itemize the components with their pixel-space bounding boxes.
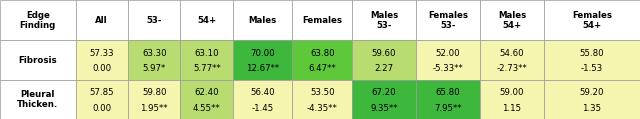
Text: 52.00: 52.00 [436,49,460,57]
Text: Males: Males [248,16,277,25]
Text: 63.30: 63.30 [142,49,166,57]
Text: 56.40: 56.40 [250,88,275,97]
Text: 9.35**: 9.35** [371,104,397,112]
Bar [480,80,544,119]
Bar [292,80,352,119]
Text: Fibrosis: Fibrosis [19,56,57,65]
Bar [544,80,640,119]
Text: Females: Females [302,16,342,25]
Text: 70.00: 70.00 [250,49,275,57]
Bar [76,80,128,119]
Text: 59.80: 59.80 [142,88,166,97]
Bar [180,40,233,80]
Text: 1.95**: 1.95** [141,104,168,112]
Bar [544,0,640,40]
Text: -4.35**: -4.35** [307,104,338,112]
Bar [544,40,640,80]
Text: 53-: 53- [147,16,162,25]
Text: 1.35: 1.35 [582,104,602,112]
Bar [480,0,544,40]
Text: Females
53-: Females 53- [428,10,468,30]
Text: 63.80: 63.80 [310,49,335,57]
Bar [480,40,544,80]
Bar [128,0,180,40]
Text: 62.40: 62.40 [195,88,219,97]
Text: 12.67**: 12.67** [246,64,279,73]
Bar [352,0,416,40]
Text: 0.00: 0.00 [92,64,111,73]
Text: All: All [95,16,108,25]
Text: 4.55**: 4.55** [193,104,221,112]
Text: 65.80: 65.80 [436,88,460,97]
Text: 53.50: 53.50 [310,88,335,97]
Text: Males
54+: Males 54+ [498,10,526,30]
Bar [76,40,128,80]
Bar [128,40,180,80]
Text: -5.33**: -5.33** [433,64,463,73]
Text: Edge
Finding: Edge Finding [20,10,56,30]
Bar [0,0,76,40]
Bar [180,80,233,119]
Bar [416,40,480,80]
Text: 54+: 54+ [197,16,216,25]
Text: 0.00: 0.00 [92,104,111,112]
Bar [352,80,416,119]
Bar [352,40,416,80]
Text: -1.53: -1.53 [581,64,603,73]
Text: 59.20: 59.20 [580,88,604,97]
Bar [292,0,352,40]
Bar [233,40,292,80]
Text: 6.47**: 6.47** [308,64,336,73]
Text: -2.73**: -2.73** [497,64,527,73]
Bar [180,0,233,40]
Bar [0,40,76,80]
Text: 57.85: 57.85 [90,88,114,97]
Bar [0,80,76,119]
Text: 67.20: 67.20 [372,88,396,97]
Text: 57.33: 57.33 [90,49,114,57]
Text: -1.45: -1.45 [252,104,274,112]
Bar [233,80,292,119]
Bar [292,40,352,80]
Text: 59.00: 59.00 [500,88,524,97]
Text: 54.60: 54.60 [500,49,524,57]
Text: 5.77**: 5.77** [193,64,221,73]
Text: Females
54+: Females 54+ [572,10,612,30]
Text: 5.97*: 5.97* [143,64,166,73]
Text: 59.60: 59.60 [372,49,396,57]
Text: 55.80: 55.80 [580,49,604,57]
Bar [128,80,180,119]
Text: Pleural
Thicken.: Pleural Thicken. [17,90,58,109]
Bar [233,0,292,40]
Bar [76,0,128,40]
Text: 1.15: 1.15 [502,104,522,112]
Bar [416,80,480,119]
Text: 63.10: 63.10 [195,49,219,57]
Bar [416,0,480,40]
Text: Males
53-: Males 53- [370,10,398,30]
Text: 2.27: 2.27 [374,64,394,73]
Text: 7.95**: 7.95** [435,104,461,112]
